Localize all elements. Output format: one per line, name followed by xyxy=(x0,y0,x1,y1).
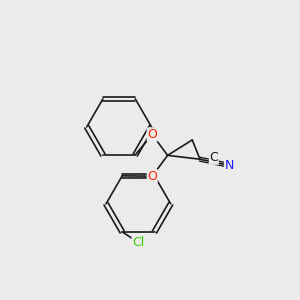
Text: Cl: Cl xyxy=(132,236,145,249)
Text: O: O xyxy=(147,128,157,141)
Text: O: O xyxy=(147,169,157,183)
Text: N: N xyxy=(224,159,234,172)
Text: C: C xyxy=(209,151,218,164)
